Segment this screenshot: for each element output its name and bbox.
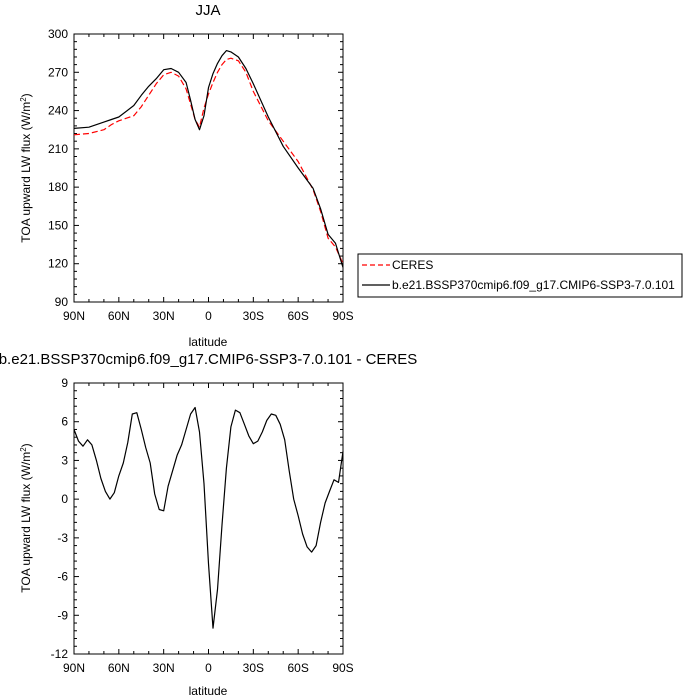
x-tick-label: 30N [153, 661, 175, 675]
top-chart-title: JJA [195, 2, 220, 19]
x-tick-label: 30S [243, 661, 264, 675]
top-panel: JJA 90N 60N 30N 0 30S 60S 90S 90 120 150 180 210 240… [19, 2, 354, 349]
top-x-axis-label: latitude [189, 335, 228, 349]
top-series [73, 49, 344, 268]
y-tick-label: -6 [57, 570, 68, 584]
y-tick-label: -3 [57, 531, 68, 545]
top-plot-frame [73, 33, 344, 303]
top-y-axis-label: TOA upward LW flux (W/m2) [19, 93, 34, 242]
bottom-panel: b.e21.BSSP370cmip6.f09_g17.CMIP6-SSP3-7.… [0, 351, 417, 698]
y-tick-label: 90 [55, 295, 69, 309]
x-tick-label: 30S [243, 309, 264, 323]
y-tick-label: 270 [48, 65, 68, 79]
y-tick-label: 210 [48, 142, 68, 156]
y-tick-label: -9 [57, 608, 68, 622]
y-tick-label: 0 [61, 492, 68, 506]
bottom-tick-labels: 90N 60N 30N 0 30S 60S 90S -12 -9 -6 -3 0 3 6 9 [51, 376, 354, 675]
x-tick-label: 60S [287, 661, 308, 675]
legend-label-ceres: CERES [392, 258, 433, 272]
y-tick-label: 6 [61, 415, 68, 429]
y-tick-label: 180 [48, 180, 68, 194]
y-tick-label: 120 [48, 257, 68, 271]
legend-label-model: b.e21.BSSP370cmip6.f09_g17.CMIP6-SSP3-7.… [392, 278, 675, 292]
bottom-x-axis-label: latitude [189, 684, 228, 698]
x-tick-label: 60N [108, 309, 130, 323]
x-tick-label: 90S [332, 309, 353, 323]
x-tick-label: 0 [205, 661, 212, 675]
x-tick-label: 60S [287, 309, 308, 323]
y-tick-label: 3 [61, 453, 68, 467]
x-tick-label: 0 [205, 309, 212, 323]
y-tick-label: -12 [51, 647, 69, 661]
top-ticks [73, 33, 344, 303]
y-tick-label: 300 [48, 27, 68, 41]
x-tick-label: 90N [63, 309, 85, 323]
legend-box [357, 253, 683, 298]
y-tick-label: 240 [48, 104, 68, 118]
bottom-plot-frame [73, 382, 344, 655]
bottom-series [73, 406, 344, 629]
bottom-ticks [73, 382, 344, 655]
bottom-chart-title: b.e21.BSSP370cmip6.f09_g17.CMIP6-SSP3-7.… [0, 351, 417, 368]
bottom-y-axis-label: TOA upward LW flux (W/m2) [19, 443, 34, 592]
y-tick-label: 9 [61, 376, 68, 390]
legend: CERES b.e21.BSSP370cmip6.f09_g17.CMIP6-S… [357, 253, 683, 298]
series-line-1-0 [73, 406, 344, 629]
x-tick-label: 30N [153, 309, 175, 323]
y-tick-label: 150 [48, 218, 68, 232]
top-tick-labels: 90N 60N 30N 0 30S 60S 90S 90 120 150 180 210 240 270 3… [48, 27, 354, 323]
x-tick-label: 60N [108, 661, 130, 675]
series-line-0-1 [73, 49, 344, 268]
x-tick-label: 90S [332, 661, 353, 675]
x-tick-label: 90N [63, 661, 85, 675]
